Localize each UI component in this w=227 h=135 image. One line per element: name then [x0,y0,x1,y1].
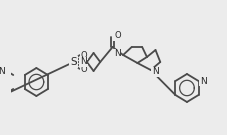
Text: O: O [81,65,87,73]
Text: N: N [152,68,159,77]
Text: O: O [114,31,121,40]
Text: O: O [81,50,87,60]
Text: S: S [70,57,77,67]
Text: N: N [200,77,207,85]
Text: N: N [114,50,121,58]
Text: N: N [80,58,86,67]
Text: N: N [0,68,5,77]
